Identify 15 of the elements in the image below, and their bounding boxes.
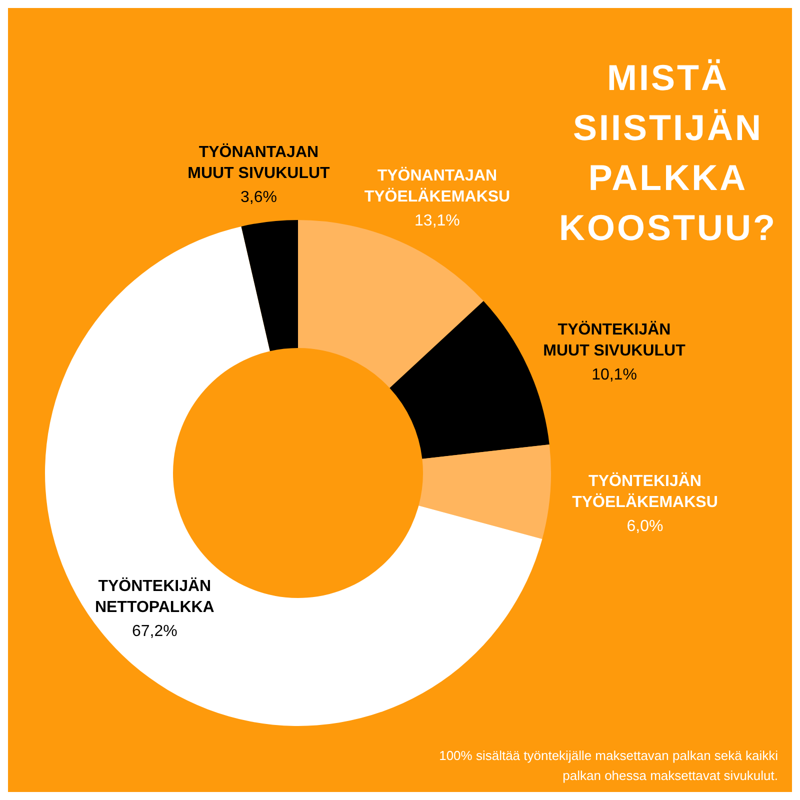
slice-label: TYÖNTEKIJÄN MUUT SIVUKULUT <box>543 320 686 360</box>
data-label: 6,0% <box>626 518 664 536</box>
slice-label: TYÖNTEKIJÄN NETTOPALKKA <box>94 577 215 616</box>
slice-label: TYÖNTEKIJÄN TYÖELÄKEMAKSU <box>572 472 718 512</box>
slice-label: TYÖNANTAJAN TYÖELÄKEMAKSU <box>364 166 510 206</box>
data-label: 13,1% <box>414 212 460 230</box>
chart-title: MISTÄ SIISTIJÄN PALKKA KOOSTUU? <box>559 57 777 248</box>
data-label: 67,2% <box>132 623 178 640</box>
donut-slice <box>46 226 542 726</box>
data-label: 10,1% <box>592 366 637 384</box>
text: 100% sisältää työntekijälle maksettavan palkan sekä kaikki palkan ohessa maksettavat sivukulut. <box>439 748 778 783</box>
slice-label: TYÖNANTAJAN MUUT SIVUKULUT <box>188 142 330 182</box>
donut-slice <box>418 444 551 539</box>
donut-slice <box>241 220 298 352</box>
data-label: 3,6% <box>240 188 277 206</box>
